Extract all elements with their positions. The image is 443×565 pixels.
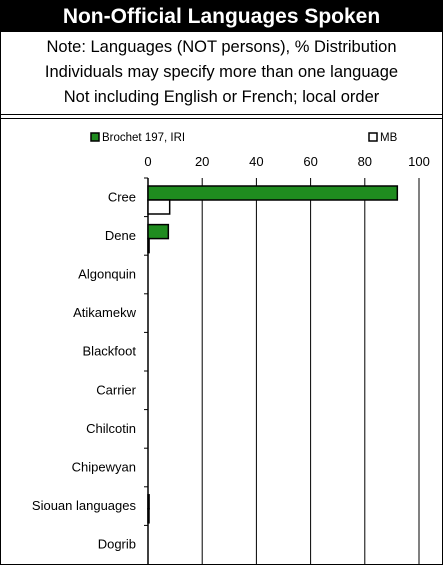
category-label-chipewyan: Chipewyan: [72, 460, 136, 475]
subtitle-line-2: Individuals may specify more than one la…: [44, 63, 399, 81]
x-tick-label-20: 20: [195, 154, 209, 169]
x-tick-label-40: 40: [249, 154, 263, 169]
x-tick-label-60: 60: [303, 154, 317, 169]
bar-brochet-siouan-languages: [147, 494, 150, 510]
chart-title: Non-Official Languages Spoken: [1, 1, 442, 32]
category-label-cree: Cree: [108, 189, 136, 204]
x-tick-label-80: 80: [358, 154, 372, 169]
category-label-atikamekw: Atikamekw: [73, 305, 136, 320]
bar-brochet-dene: [147, 223, 170, 240]
legend-swatch-2: [368, 132, 378, 142]
category-label-carrier: Carrier: [96, 382, 136, 397]
bar-brochet-cree: [147, 185, 399, 201]
legend-label-1: Brochet 197, IRI: [102, 132, 185, 144]
subtitle-line-1: Note: Languages (NOT persons), % Distrib…: [46, 38, 397, 56]
category-label-dogrib: Dogrib: [98, 537, 136, 552]
category-label-siouan-languages: Siouan languages: [32, 498, 137, 513]
bar-mb-siouan-languages: [147, 508, 150, 524]
bar-mb-cree: [147, 199, 171, 215]
subtitle-line-3: Not including English or French; local o…: [63, 88, 380, 106]
legend-swatch-1: [90, 132, 100, 142]
category-label-chilcotin: Chilcotin: [86, 421, 136, 436]
x-tick-label-100: 100: [408, 154, 430, 169]
legend-label-2: MB: [380, 132, 398, 144]
category-label-algonquin: Algonquin: [78, 267, 136, 282]
category-label-dene: Dene: [105, 228, 136, 243]
divider-bottom: [1, 118, 442, 119]
x-tick-label-0: 0: [144, 154, 151, 169]
bar-mb-dene: [147, 237, 150, 254]
divider-top: [1, 114, 442, 115]
category-label-blackfoot: Blackfoot: [83, 344, 137, 359]
